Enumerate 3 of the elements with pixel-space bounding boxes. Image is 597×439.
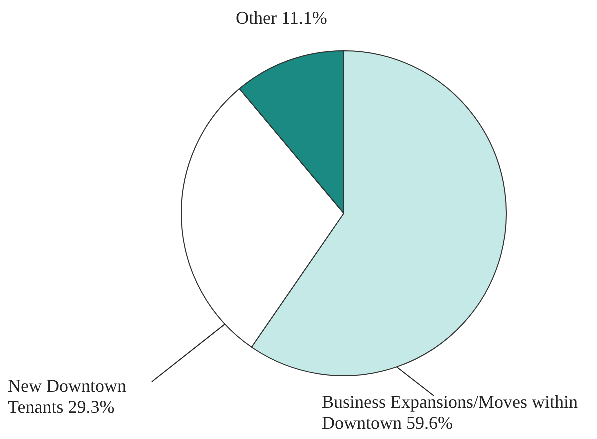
slice-label: Business Expansions/Moves within Downtown 59.6% [322, 392, 578, 433]
slice-label: New Downtown Tenants 29.3% [8, 376, 126, 417]
slice-label: Other 11.1% [236, 8, 328, 28]
